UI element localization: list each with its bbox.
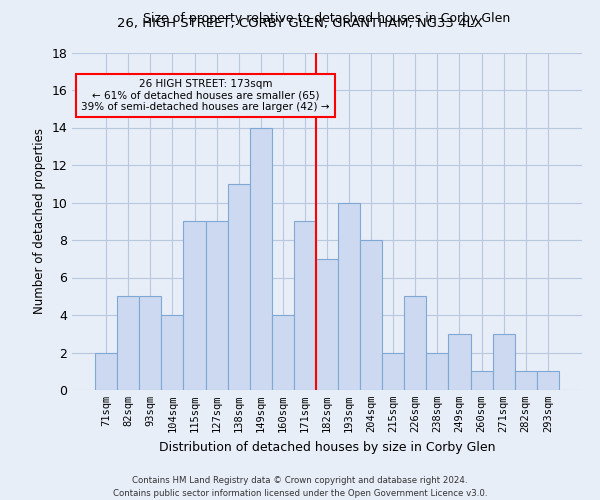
Y-axis label: Number of detached properties: Number of detached properties bbox=[33, 128, 46, 314]
Title: Size of property relative to detached houses in Corby Glen: Size of property relative to detached ho… bbox=[143, 12, 511, 25]
Bar bbox=[470, 371, 493, 390]
Bar bbox=[448, 334, 470, 390]
Bar bbox=[537, 371, 559, 390]
Bar bbox=[493, 334, 515, 390]
Bar bbox=[404, 296, 427, 390]
Text: 26 HIGH STREET: 173sqm
← 61% of detached houses are smaller (65)
39% of semi-det: 26 HIGH STREET: 173sqm ← 61% of detached… bbox=[82, 78, 330, 112]
Bar bbox=[227, 184, 250, 390]
Bar bbox=[316, 259, 338, 390]
Bar bbox=[139, 296, 161, 390]
Bar bbox=[272, 315, 294, 390]
Text: Contains HM Land Registry data © Crown copyright and database right 2024.
Contai: Contains HM Land Registry data © Crown c… bbox=[113, 476, 487, 498]
Bar bbox=[95, 352, 117, 390]
Bar bbox=[515, 371, 537, 390]
Bar bbox=[117, 296, 139, 390]
Bar bbox=[382, 352, 404, 390]
Bar bbox=[250, 128, 272, 390]
Bar bbox=[206, 221, 227, 390]
Bar bbox=[184, 221, 206, 390]
Bar bbox=[161, 315, 184, 390]
Bar bbox=[427, 352, 448, 390]
Text: 26, HIGH STREET, CORBY GLEN, GRANTHAM, NG33 4LX: 26, HIGH STREET, CORBY GLEN, GRANTHAM, N… bbox=[117, 18, 483, 30]
Bar bbox=[338, 202, 360, 390]
Bar bbox=[294, 221, 316, 390]
Bar bbox=[360, 240, 382, 390]
X-axis label: Distribution of detached houses by size in Corby Glen: Distribution of detached houses by size … bbox=[159, 440, 495, 454]
